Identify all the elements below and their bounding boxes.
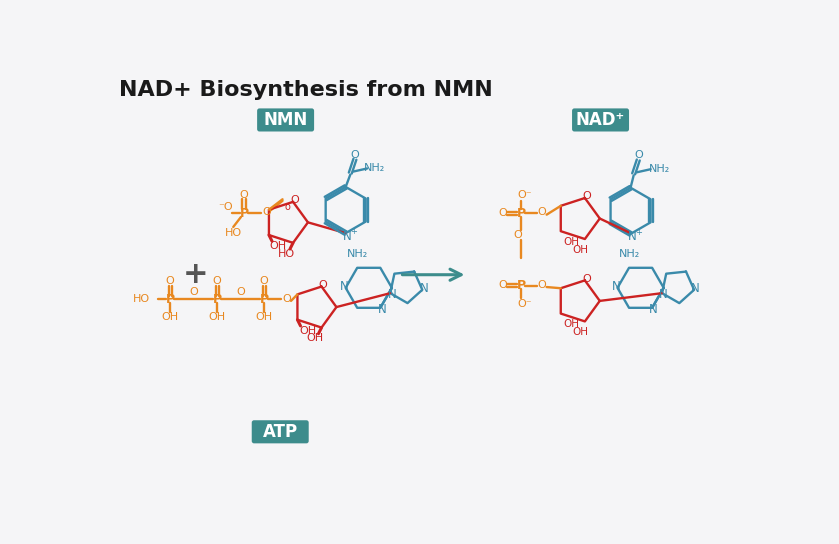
- Text: +: +: [183, 260, 208, 289]
- Text: O: O: [290, 195, 299, 205]
- Text: N: N: [388, 288, 396, 301]
- Text: OH: OH: [307, 333, 324, 343]
- Text: N: N: [378, 303, 386, 316]
- Text: P: P: [517, 279, 526, 292]
- Text: ATP: ATP: [263, 423, 298, 441]
- Text: N: N: [340, 280, 348, 293]
- Text: OH: OH: [564, 237, 580, 247]
- Text: NMN: NMN: [263, 111, 308, 129]
- Text: NH₂: NH₂: [619, 249, 640, 259]
- Text: O: O: [513, 231, 523, 240]
- Text: OH: OH: [572, 327, 588, 337]
- Text: OH: OH: [564, 319, 580, 329]
- Text: NAD⁺: NAD⁺: [576, 111, 625, 129]
- Text: OH: OH: [256, 312, 273, 322]
- Text: OH: OH: [300, 325, 317, 336]
- Text: O: O: [237, 287, 245, 298]
- Text: OH: OH: [209, 312, 226, 322]
- Text: HO: HO: [279, 249, 295, 258]
- Text: +: +: [635, 228, 642, 237]
- Text: NH₂: NH₂: [347, 249, 368, 259]
- Text: P: P: [239, 207, 248, 220]
- Text: N: N: [343, 230, 352, 243]
- Text: O: O: [498, 281, 507, 290]
- Text: O: O: [260, 276, 268, 286]
- Text: P: P: [212, 293, 221, 306]
- Text: +: +: [350, 227, 357, 236]
- Text: N: N: [691, 282, 700, 295]
- Text: O: O: [319, 280, 327, 290]
- Text: NH₂: NH₂: [649, 164, 670, 174]
- Text: NAD+ Biosynthesis from NMN: NAD+ Biosynthesis from NMN: [118, 80, 492, 100]
- Text: P: P: [517, 207, 526, 220]
- Text: P: P: [259, 293, 268, 306]
- Text: OH: OH: [269, 241, 287, 251]
- Text: O: O: [634, 150, 643, 160]
- Text: HO: HO: [133, 294, 150, 304]
- FancyBboxPatch shape: [257, 108, 314, 132]
- Text: NH₂: NH₂: [364, 163, 386, 174]
- Text: OH: OH: [162, 312, 179, 322]
- Text: O: O: [582, 274, 591, 284]
- FancyBboxPatch shape: [252, 421, 309, 443]
- Text: O: O: [538, 280, 546, 290]
- Text: HO: HO: [225, 228, 242, 238]
- Text: O: O: [351, 150, 359, 159]
- Text: O: O: [240, 190, 248, 200]
- Text: O: O: [166, 276, 175, 286]
- Text: O: O: [213, 276, 221, 286]
- Text: O⁻: O⁻: [517, 190, 532, 200]
- Text: o: o: [285, 202, 291, 212]
- Text: N: N: [612, 280, 620, 293]
- Text: P: P: [165, 293, 175, 306]
- Text: N: N: [659, 288, 668, 301]
- Text: N: N: [628, 231, 637, 244]
- Text: O: O: [190, 287, 198, 298]
- Text: O: O: [282, 294, 291, 304]
- Text: N: N: [649, 303, 658, 316]
- Text: N: N: [420, 282, 428, 295]
- Text: O: O: [262, 207, 271, 218]
- Text: ⁻O: ⁻O: [218, 202, 233, 212]
- Text: OH: OH: [572, 245, 588, 255]
- FancyBboxPatch shape: [572, 108, 629, 132]
- Text: O: O: [582, 191, 591, 201]
- Text: O: O: [538, 207, 546, 218]
- Text: O⁻: O⁻: [517, 299, 532, 309]
- Text: O: O: [498, 208, 507, 218]
